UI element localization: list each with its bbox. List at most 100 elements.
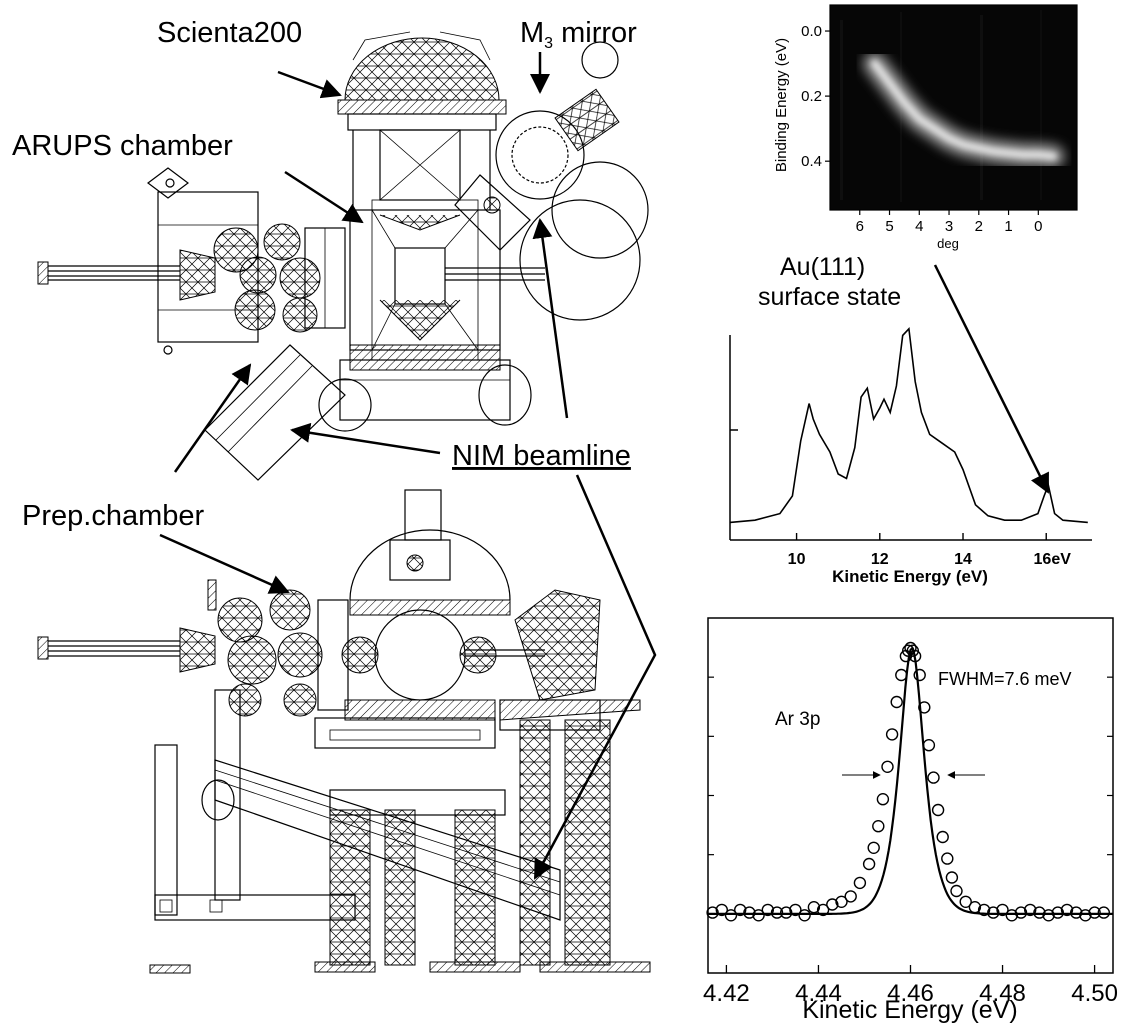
- manipulator-rod-top: [37, 249, 216, 301]
- spectrum-xlabel: Kinetic Energy (eV): [832, 567, 988, 586]
- peak-data-point: [826, 898, 839, 911]
- peak-data-point: [1097, 906, 1111, 919]
- peak-data-point: [867, 841, 880, 854]
- peak-data-point: [996, 903, 1009, 917]
- peak-data-point: [922, 739, 936, 752]
- peak-data-point: [734, 903, 747, 917]
- heatmap-xtick-label: 6: [856, 218, 864, 235]
- peak-data-point: [1069, 906, 1083, 919]
- label-scienta200: Scienta200: [157, 17, 302, 49]
- scienta-analyser-top: [337, 31, 507, 210]
- arrow-nim-tube: [290, 422, 441, 455]
- ar3p-peak-plot: 4.42 4.44 4.46 4.48 4.50 Ar 3p FWHM=7.6 meV …: [703, 617, 1118, 1024]
- peak-data-point: [798, 909, 811, 922]
- peak-xtick-label: 4.50: [1071, 980, 1118, 1007]
- peak-plot-y-ticks: [708, 676, 1113, 915]
- label-m3-mirror: M3 mirror: [520, 17, 637, 52]
- peak-data-point: [872, 820, 885, 833]
- m3-mirror-chamber-top: [454, 41, 649, 321]
- peak-data-point: [881, 760, 894, 773]
- heatmap-ytick-label: 0.4: [801, 153, 822, 170]
- peak-plot-xlabel: Kinetic Energy (eV): [802, 996, 1017, 1024]
- label-au111-line1: Au(111): [780, 253, 865, 281]
- peak-data-point: [853, 876, 867, 890]
- peak-data-point: [752, 909, 765, 922]
- heatmap-frame: [829, 4, 1078, 211]
- arrow-nim-side: [533, 474, 657, 880]
- heatmap-ylabel: Binding Energy (eV): [773, 38, 790, 172]
- peak-data-point: [862, 857, 876, 871]
- prep-chamber-side: [217, 589, 349, 717]
- peak-data-point: [987, 906, 1000, 919]
- peak-data-point: [1014, 906, 1028, 919]
- peak-data-point: [977, 903, 991, 917]
- support-legs: [329, 699, 641, 966]
- peak-data-point: [1088, 906, 1101, 919]
- peak-data-point: [1079, 909, 1092, 922]
- arrow-prep-side: [159, 533, 290, 594]
- peak-data-point: [761, 903, 774, 917]
- peak-data-point: [807, 901, 821, 914]
- peak-data-point: [1005, 909, 1018, 922]
- heatmap-ytick-label: 0.2: [801, 88, 822, 105]
- label-prep-chamber: Prep.chamber: [22, 500, 204, 532]
- peak-data-point: [936, 830, 949, 844]
- peak-data-point: [835, 895, 848, 908]
- peak-plot-x-ticks: 4.42 4.44 4.46 4.48 4.50: [703, 965, 1118, 1007]
- peak-data-point: [941, 852, 954, 865]
- label-fwhm: FWHM=7.6 meV: [938, 669, 1072, 689]
- heatmap-xtick-label: 1: [1004, 218, 1012, 235]
- peak-data-point: [715, 903, 728, 917]
- diagram-labels: Scienta200 M3 mirror ARUPS chamber Prep.…: [12, 17, 901, 532]
- manipulator-rod-side: [37, 579, 217, 673]
- peak-data-point: [913, 668, 926, 682]
- peak-xtick-label: 4.42: [703, 980, 750, 1007]
- peak-data-point: [918, 701, 931, 714]
- apparatus-top-view: [37, 31, 649, 481]
- peak-data-point: [876, 793, 890, 806]
- peak-data-point: [1042, 909, 1055, 922]
- heatmap-xtick-label: 3: [945, 218, 953, 235]
- heatmap-ytick-label: 0.0: [801, 23, 822, 40]
- arrow-prep-top: [173, 363, 252, 473]
- peak-data-point: [959, 895, 972, 908]
- peak-data-point: [927, 771, 940, 784]
- spectrum-xtick-label: 10: [788, 551, 806, 568]
- peak-data-point: [950, 884, 963, 898]
- peak-data-point: [789, 903, 802, 917]
- support-frame-side: [149, 689, 651, 974]
- spectrum-line: [729, 327, 1088, 524]
- prep-chamber-top: [147, 167, 346, 355]
- peak-data-point: [743, 906, 756, 919]
- arrow-au-surface-state: [933, 264, 1050, 494]
- heatmap-x-ticks: 6 5 4 3 2 1 0: [856, 210, 1042, 235]
- label-ar3p: Ar 3p: [775, 709, 820, 730]
- heatmap-xtick-label: 2: [975, 218, 983, 235]
- arpes-heatmap: 0.0 0.2 0.4 6 5 4 3 2 1 0 Binding Energy (eV) de…: [773, 4, 1078, 251]
- peak-data-point: [906, 644, 919, 657]
- heatmap-xtick-label: 0: [1034, 218, 1042, 235]
- peak-xtick-label: 4.44: [795, 980, 842, 1007]
- peak-xtick-label: 4.46: [887, 980, 934, 1007]
- main-chamber-side: [341, 489, 601, 731]
- peak-fit-curve: [708, 646, 1113, 915]
- heatmap-xlabel: deg: [937, 236, 959, 251]
- peak-data-point: [1033, 906, 1046, 919]
- peak-data-point: [885, 728, 899, 741]
- peak-data-point: [780, 906, 793, 919]
- spectrum-xtick-label: 16eV: [1034, 551, 1072, 568]
- apparatus-side-view: [37, 489, 651, 974]
- peak-data-point: [816, 903, 830, 917]
- peak-xtick-label: 4.48: [979, 980, 1026, 1007]
- peak-data-point: [931, 803, 945, 817]
- heatmap-band-core: [871, 60, 1057, 160]
- arrow-scienta: [277, 70, 342, 99]
- label-arups-chamber: ARUPS chamber: [12, 130, 233, 162]
- heatmap-xtick-label: 4: [915, 218, 923, 235]
- spectrum-xtick-label: 14: [954, 551, 972, 568]
- peak-data-point: [706, 906, 719, 919]
- arups-chamber-top: [318, 199, 545, 432]
- spectrum-xtick-label: 12: [871, 551, 889, 568]
- peak-data-point: [945, 871, 959, 884]
- label-au111-line2: surface state: [758, 283, 901, 311]
